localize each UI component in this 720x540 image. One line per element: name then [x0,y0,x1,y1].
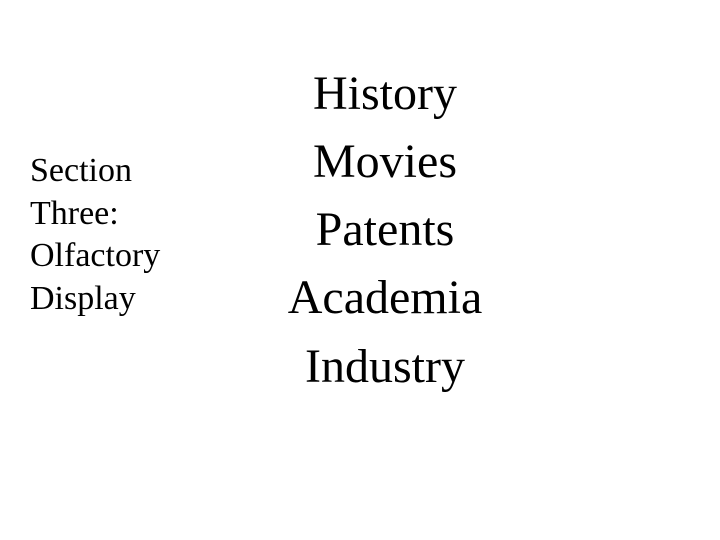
section-title: Section Three: Olfactory Display [30,150,210,320]
topic-item: History [235,60,535,128]
topic-item: Movies [235,128,535,196]
topic-item: Patents [235,196,535,264]
topics-list: History Movies Patents Academia Industry [235,60,535,401]
slide: Section Three: Olfactory Display History… [0,0,720,540]
topic-item: Academia [235,264,535,332]
topic-item: Industry [235,333,535,401]
